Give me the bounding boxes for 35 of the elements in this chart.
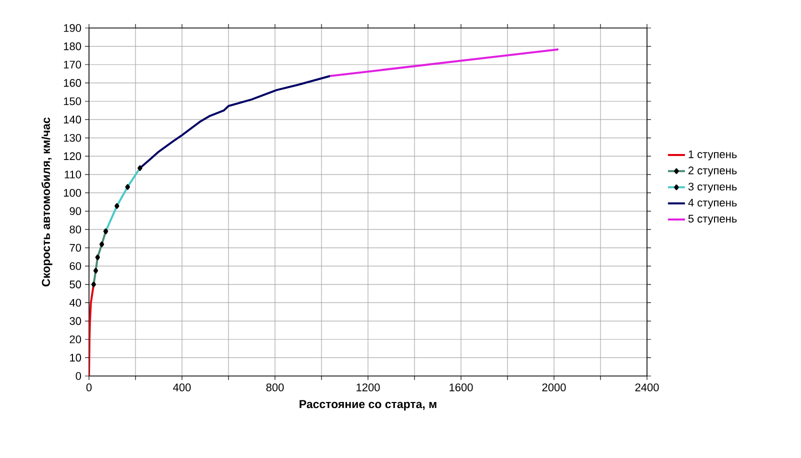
x-tick-label: 0 xyxy=(86,384,92,392)
line-series xyxy=(138,74,332,170)
y-tick-label: 90 xyxy=(70,207,82,216)
x-axis-title: Расстояние со старта, м xyxy=(300,400,436,410)
x-tick-label: 400 xyxy=(173,384,191,392)
y-axis-title: Скорость автомобиля, км/час xyxy=(41,117,52,286)
y-tick-label: 50 xyxy=(70,280,82,288)
x-tick-label: 800 xyxy=(266,384,284,392)
legend-label: 5 ступень xyxy=(688,214,737,225)
y-tick-label: 10 xyxy=(70,354,82,362)
y-tick-label: 130 xyxy=(64,134,82,142)
x-tick-label: 2400 xyxy=(635,384,659,392)
y-tick-label: 110 xyxy=(64,170,82,178)
legend-label: 4 ступень xyxy=(688,198,737,209)
y-tick-label: 190 xyxy=(64,24,82,32)
y-tick-label: 70 xyxy=(70,244,82,252)
x-tick-label: 1200 xyxy=(356,384,380,392)
y-tick-label: 140 xyxy=(64,116,82,124)
y-tick-label: 100 xyxy=(64,188,82,197)
legend-label: 2 ступень xyxy=(688,166,737,177)
y-tick-label: 180 xyxy=(64,42,82,50)
y-tick-label: 160 xyxy=(64,79,82,87)
x-tick-label: 1600 xyxy=(450,384,473,392)
y-tick-label: 170 xyxy=(64,60,82,69)
y-tick-label: 60 xyxy=(70,262,82,270)
y-tick-label: 20 xyxy=(70,335,82,344)
y-tick-label: 0 xyxy=(76,372,82,380)
y-tick-label: 150 xyxy=(64,97,82,106)
legend-label: 3 ступень xyxy=(688,182,737,193)
x-tick-label: 2000 xyxy=(542,384,566,392)
y-tick-label: 40 xyxy=(69,298,82,307)
y-tick-label: 30 xyxy=(70,317,82,325)
legend-label: 1 ступень xyxy=(688,150,737,160)
y-tick-label: 80 xyxy=(70,226,82,234)
y-tick-label: 120 xyxy=(64,152,82,160)
